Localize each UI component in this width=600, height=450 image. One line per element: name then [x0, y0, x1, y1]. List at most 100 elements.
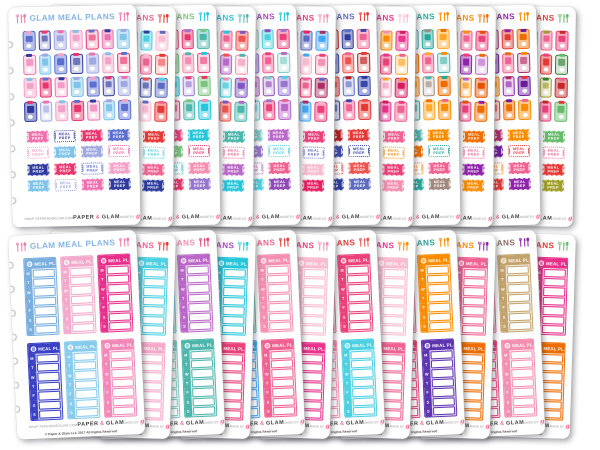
meal-entry-box	[222, 296, 245, 306]
meal-plan-clipboard-sticker	[54, 53, 68, 74]
sheet-title: GLAM MEAL PLANS	[8, 11, 136, 25]
utensil-mark	[368, 180, 370, 188]
tracker-header: MEAL PLAN	[178, 254, 214, 266]
clipboard-bowl-dot	[426, 89, 432, 94]
clipboard-bowl-dot	[159, 44, 165, 49]
clipboard-text-block	[121, 104, 129, 111]
utensil-mark	[527, 147, 529, 155]
meal-entry-box	[143, 268, 166, 278]
meal-entry-box	[187, 302, 211, 312]
clipboard-text-block	[345, 104, 353, 112]
day-label: T	[503, 378, 511, 389]
clipboard-bowl-dot	[559, 67, 565, 72]
plate-fork-icon	[180, 257, 187, 264]
meal-entry-box	[540, 372, 563, 382]
clipboard-text-block	[281, 104, 289, 111]
meal-entry-box	[271, 387, 295, 397]
meal-entry-box	[383, 278, 406, 287]
tracker-title: MEAL PLAN	[143, 345, 166, 352]
day-label: S	[344, 406, 352, 417]
glam-script-logo: glam	[135, 212, 141, 220]
binder-hole	[10, 357, 18, 365]
utensil-mark	[46, 149, 48, 156]
glam-script-logo: glam	[568, 214, 576, 223]
day-label: W	[343, 369, 351, 379]
meal-plan-clipboard-sticker	[23, 77, 37, 99]
day-label: T	[178, 274, 186, 285]
clipboard-clip	[520, 51, 527, 55]
day-label: S	[501, 322, 509, 332]
clipboard-bowl-dot	[265, 66, 271, 71]
tracker-day-row: S	[31, 409, 62, 420]
tracker-title: MEAL PLAN	[225, 260, 249, 267]
utensil-mark	[401, 182, 403, 190]
utensil-mark	[207, 147, 209, 155]
clipboard-clip	[505, 99, 512, 103]
day-label: T	[183, 378, 191, 389]
tracker-header: MEAL PLAN	[135, 257, 168, 269]
day-label: S	[504, 397, 512, 408]
clipboard-text-block	[88, 57, 96, 65]
clipboard-text-block	[104, 57, 112, 65]
clipboard-text-block	[424, 33, 432, 41]
meal-plan-clipboard-sticker	[117, 51, 131, 73]
day-label: S	[344, 397, 352, 408]
clipboard-text-block	[317, 82, 325, 90]
clipboard-clip	[222, 100, 229, 104]
meal-plan-clipboard-sticker	[262, 99, 276, 120]
clipboard-bowl-dot	[43, 90, 49, 96]
utensil-mark	[367, 131, 369, 138]
footer-brand: PAPER&GLAM	[77, 419, 125, 428]
clipboard-bowl-dot	[58, 43, 64, 48]
meal-entry-box	[222, 306, 245, 316]
clipboard-text-block	[88, 34, 96, 41]
meal-entry-box	[507, 283, 530, 294]
tracker-title: MEAL PLAN	[108, 256, 134, 263]
utensil-mark	[100, 164, 102, 172]
cutlery-icon	[318, 13, 329, 23]
binder-hole	[11, 381, 19, 389]
clipboard-bowl-dot	[43, 114, 49, 119]
utensil-mark	[500, 148, 502, 155]
utensil-mark	[384, 132, 386, 140]
cutlery-icon	[358, 237, 369, 247]
meal-plan-clipboard-sticker	[85, 29, 99, 50]
utensil-mark	[429, 131, 431, 138]
tracker-day-row: S	[27, 324, 58, 336]
day-label: S	[500, 312, 508, 323]
glam-script-logo: glam	[215, 212, 221, 220]
meal-entry-box	[73, 370, 97, 380]
meal-entry-box	[271, 378, 294, 388]
clipboard-text-block	[119, 33, 127, 41]
meal-entry-box	[346, 274, 369, 284]
clipboard-text-block	[360, 80, 368, 88]
meal-entry-box	[346, 265, 369, 275]
meal-entry-box	[73, 351, 96, 361]
utensil-mark	[161, 166, 164, 173]
utensil-mark	[543, 165, 545, 173]
clipboard-bowl-dot	[159, 67, 165, 72]
plate-fork-icon	[218, 260, 225, 266]
clipboard-clip	[383, 53, 390, 57]
utensil-mark	[429, 147, 431, 155]
meal-entry-box	[140, 372, 163, 382]
meal-entry-box	[507, 302, 531, 312]
clipboard-clip	[73, 76, 81, 80]
utensil-mark	[340, 131, 342, 139]
clipboard-bowl-dot	[440, 42, 446, 47]
day-label: W	[66, 370, 74, 381]
utensil-mark	[340, 148, 342, 155]
